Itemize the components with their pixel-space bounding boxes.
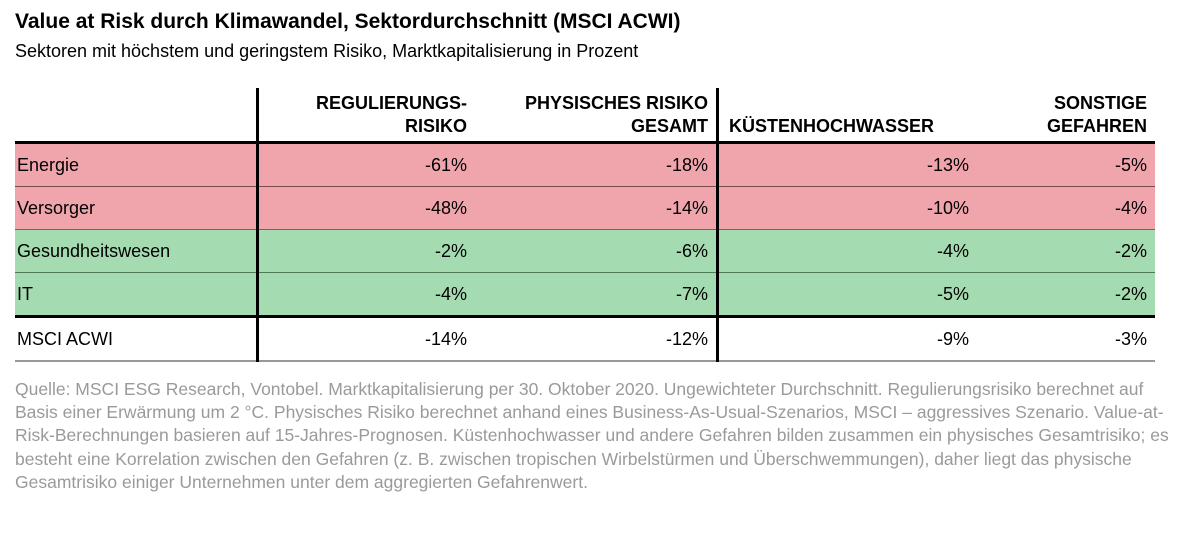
row-label: Versorger [15,186,258,230]
table-cell: -61% [256,142,475,187]
header-row: REGULIERUNGS- RISIKO PHYSISCHES RISIKO GES… [15,88,1155,144]
table-cell: -5% [977,142,1155,187]
table-cell: -2% [977,272,1155,317]
table-cell: -13% [716,142,977,187]
table-cell: -4% [977,186,1155,230]
table-cell: -2% [977,229,1155,273]
table-cell: -14% [256,315,475,362]
table-row: Versorger -48% -14% -10% -4% [15,186,1155,230]
row-label: IT [15,272,258,317]
table-cell: -4% [256,272,475,317]
table-row: Energie -61% -18% -13% -5% [15,142,1155,187]
table-cell: -10% [716,186,977,230]
header-kuestenhochwasser: KÜSTENHOCHWASSER [716,88,977,144]
table-cell: -6% [475,229,718,273]
source-note: Quelle: MSCI ESG Research, Vontobel. Mar… [15,379,1169,492]
table-row: MSCI ACWI -14% -12% -9% -3% [15,315,1155,362]
chart-subtitle: Sektoren mit höchstem und geringstem Ris… [15,41,639,61]
table-cell: -9% [716,315,977,362]
table-cell: -14% [475,186,718,230]
table-cell: -12% [475,315,718,362]
header-sonstige-gefahren: SONSTIGE GEFAHREN [977,88,1155,144]
table-cell: -4% [716,229,977,273]
row-label: Gesundheitswesen [15,229,258,273]
table-cell: -48% [256,186,475,230]
header-physisches-risiko: PHYSISCHES RISIKO GESAMT [475,88,718,144]
risk-table: REGULIERUNGS- RISIKO PHYSISCHES RISIKO GES… [15,88,1155,362]
header-regulierungsrisiko: REGULIERUNGS- RISIKO [256,88,475,144]
table-cell: -3% [977,315,1155,362]
table-row: Gesundheitswesen -2% -6% -4% -2% [15,229,1155,273]
table-cell: -18% [475,142,718,187]
table-cell: -5% [716,272,977,317]
row-label: MSCI ACWI [15,315,258,362]
table-row: IT -4% -7% -5% -2% [15,272,1155,317]
header-empty [15,88,258,144]
table-cell: -2% [256,229,475,273]
table-cell: -7% [475,272,718,317]
chart-title: Value at Risk durch Klimawandel, Sektord… [15,10,681,33]
row-label: Energie [15,142,258,187]
